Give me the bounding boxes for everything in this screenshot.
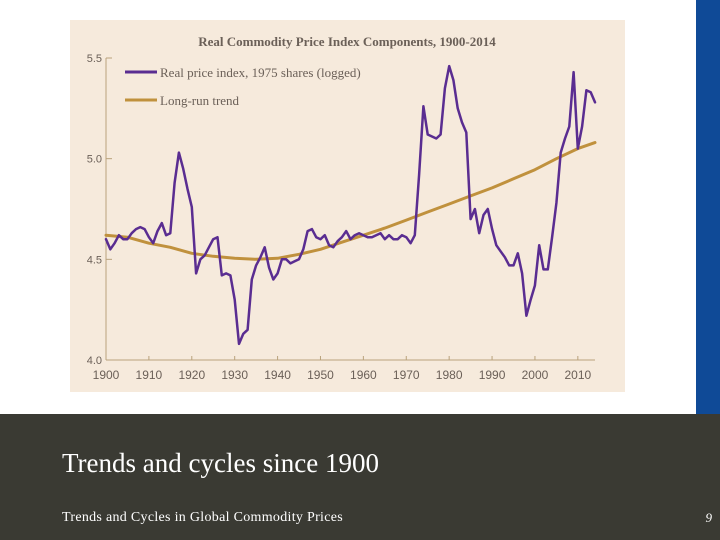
series-lines [104,64,597,346]
x-tick-label: 1900 [93,368,120,382]
commodity-price-chart: Real Commodity Price Index Components, 1… [87,34,597,382]
page-number: 9 [705,510,713,525]
x-tick-label: 1910 [136,368,163,382]
series-line-real-price-index [104,64,597,346]
legend-label-real-price: Real price index, 1975 shares (logged) [160,65,361,80]
slide-title: Trends and cycles since 1900 [62,448,379,478]
footer-band [0,414,720,540]
axes: 4.0 4.5 5.0 5.5 1900 1910 1920 1930 1940 1950 1960… [87,53,595,382]
legend-label-long-run-trend: Long-run trend [160,93,240,108]
chart-panel: Real Commodity Price Index Components, 1… [70,20,625,392]
y-tick-label: 4.0 [87,355,102,367]
x-tick-label: 1970 [393,368,420,382]
accent-bar [696,0,720,414]
x-tick-label: 1960 [350,368,377,382]
slide-subtitle: Trends and Cycles in Global Commodity Pr… [62,510,344,525]
chart-title: Real Commodity Price Index Components, 1… [198,34,496,49]
x-tick-label: 2000 [522,368,549,382]
legend: Real price index, 1975 shares (logged) L… [125,65,361,108]
x-tick-label: 1930 [221,368,248,382]
x-tick-label: 1950 [307,368,334,382]
x-tick-label: 1940 [264,368,291,382]
x-tick-label: 1990 [479,368,506,382]
x-tick-label: 2010 [564,368,591,382]
y-tick-label: 4.5 [87,254,102,266]
y-tick-label: 5.0 [87,154,102,166]
y-tick-label: 5.5 [87,53,102,65]
x-tick-label: 1920 [178,368,205,382]
series-line-long-run-trend [104,141,597,261]
x-tick-label: 1980 [436,368,463,382]
